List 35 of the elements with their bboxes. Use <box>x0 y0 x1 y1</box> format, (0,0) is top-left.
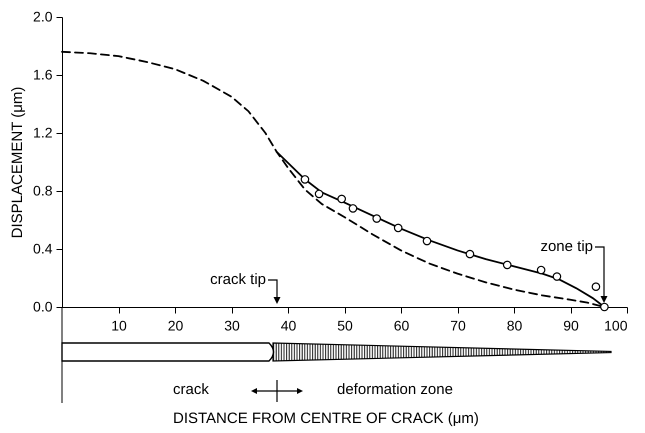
point <box>466 250 474 258</box>
y-tick-label: 0.8 <box>33 182 53 198</box>
x-tick-label: 70 <box>450 318 466 334</box>
x-tick-label: 50 <box>337 318 353 334</box>
x-tick-label: 40 <box>280 318 296 334</box>
x-tick-label: 20 <box>168 318 184 334</box>
y-axis-title: DISPLACEMENT (μm) <box>9 86 26 238</box>
text: deformation zone <box>337 381 453 399</box>
x-tick-label: 60 <box>394 318 410 334</box>
point <box>348 204 358 213</box>
annotation: zone tip <box>540 238 593 256</box>
point <box>300 175 310 184</box>
point <box>394 224 402 232</box>
y-tick-label: 0.0 <box>33 298 53 314</box>
point <box>372 214 382 223</box>
x-tick-label: 90 <box>563 318 579 334</box>
y-tick-label: 0.4 <box>33 240 53 256</box>
text: crack <box>173 381 209 399</box>
annotation: crack tip <box>210 271 266 289</box>
x-tick-label: 80 <box>506 318 522 334</box>
point <box>592 282 600 291</box>
text: DISTANCE FROM CENTRE OF CRACK (μm) <box>173 410 479 428</box>
point <box>536 266 546 274</box>
point <box>502 260 512 270</box>
y-tick-label: 2.0 <box>33 8 53 24</box>
y-tick-label: 1.2 <box>33 124 53 140</box>
point <box>600 302 609 312</box>
x-tick-label: 30 <box>224 318 240 334</box>
x-tick-label: 10 <box>111 318 127 334</box>
point <box>422 236 432 246</box>
y-tick-label: 1.6 <box>33 66 53 82</box>
point <box>314 190 324 198</box>
point <box>337 194 346 204</box>
x-tick-label: 100 <box>604 318 628 334</box>
point <box>552 272 562 281</box>
